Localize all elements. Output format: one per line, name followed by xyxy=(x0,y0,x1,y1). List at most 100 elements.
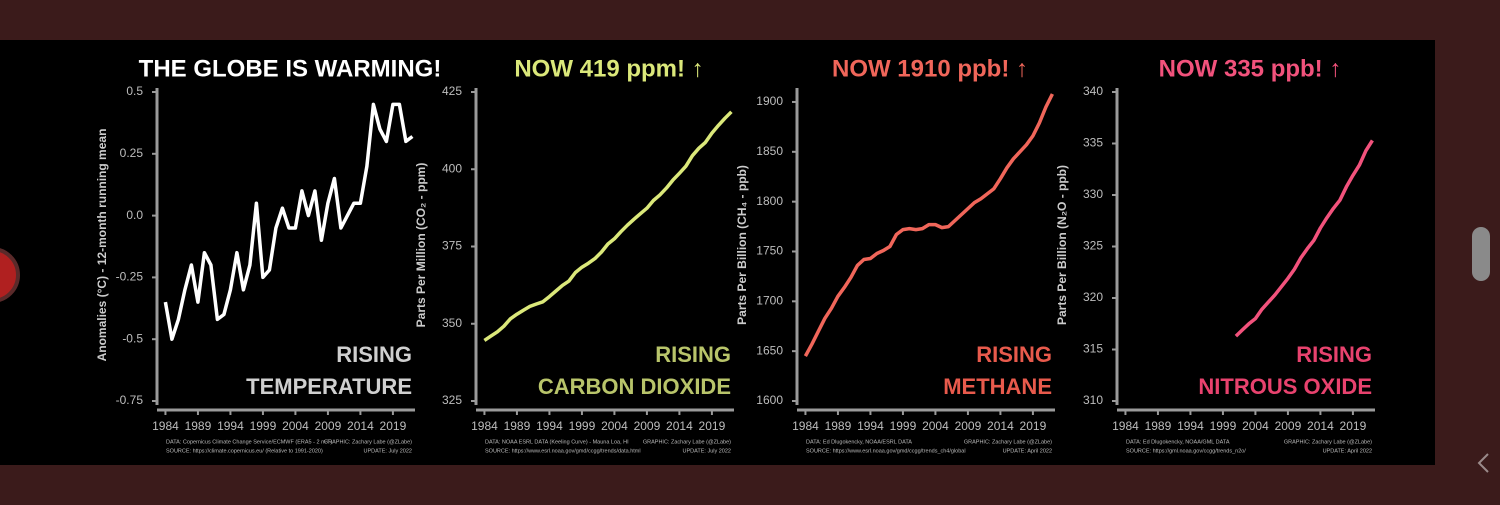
x-tick-label: 1994 xyxy=(1177,419,1204,433)
x-tick-label: 1989 xyxy=(1145,419,1172,433)
update-note: UPDATE: July 2022 xyxy=(363,448,412,454)
update-note: UPDATE: April 2022 xyxy=(1323,448,1372,454)
charts: THE GLOBE IS WARMING! Anomalies (°C) - 12… xyxy=(95,55,1375,454)
data-line xyxy=(1234,139,1374,338)
image-panel xyxy=(0,40,1435,465)
x-tick-label: 2019 xyxy=(380,419,407,433)
y-tick-label: -0.25 xyxy=(116,270,144,284)
update-note: UPDATE: April 2022 xyxy=(1003,448,1052,454)
y-tick-label: 425 xyxy=(442,84,462,98)
x-tick-label: 2009 xyxy=(1275,419,1302,433)
chart-title: THE GLOBE IS WARMING! xyxy=(139,55,442,82)
y-axis-label: Parts Per Billion (CH₄ - ppb) xyxy=(735,165,749,325)
graphic-note: GRAPHIC: Zachary Labe (@ZLabe) xyxy=(324,439,412,445)
y-tick-label: 325 xyxy=(1083,239,1103,253)
collapse-chevron[interactable] xyxy=(1477,453,1489,473)
y-tick-label: 375 xyxy=(442,239,462,253)
chart-title: NOW 335 ppb! ↑ xyxy=(1159,55,1342,82)
x-tick-label: 2019 xyxy=(1020,419,1047,433)
x-tick-label: 1984 xyxy=(792,419,819,433)
chart-title: NOW 1910 ppb! ↑ xyxy=(832,55,1028,82)
y-tick-label: 330 xyxy=(1083,187,1103,201)
x-tick-label: 2014 xyxy=(347,419,374,433)
top-bar xyxy=(0,0,1500,40)
y-axis-label: Parts Per Billion (N₂O - ppb) xyxy=(1055,165,1069,325)
x-tick-label: 2014 xyxy=(666,419,693,433)
y-tick-label: 315 xyxy=(1083,342,1103,356)
x-tick-label: 1984 xyxy=(471,419,498,433)
y-tick-label: 0.5 xyxy=(126,84,143,98)
update-note: UPDATE: July 2022 xyxy=(682,448,731,454)
annotation: CARBON DIOXIDE xyxy=(538,374,731,399)
y-tick-label: 325 xyxy=(442,393,462,407)
x-tick-label: 1989 xyxy=(185,419,212,433)
y-tick-label: 310 xyxy=(1083,393,1103,407)
source-note: SOURCE: https://gml.noaa.gov/ccgg/trends… xyxy=(1126,448,1246,454)
annotation: NITROUS OXIDE xyxy=(1198,374,1372,399)
x-tick-label: 1999 xyxy=(569,419,596,433)
x-tick-label: 1984 xyxy=(152,419,179,433)
annotation: RISING xyxy=(976,342,1052,367)
annotation: RISING xyxy=(655,342,731,367)
data-line xyxy=(483,110,733,342)
x-tick-label: 2004 xyxy=(601,419,628,433)
x-tick-label: 1994 xyxy=(536,419,563,433)
x-tick-label: 1994 xyxy=(217,419,244,433)
x-tick-label: 1999 xyxy=(890,419,917,433)
x-tick-label: 2009 xyxy=(315,419,342,433)
graphic-note: GRAPHIC: Zachary Labe (@ZLabe) xyxy=(1284,439,1372,445)
y-tick-label: 1750 xyxy=(756,244,783,258)
x-tick-label: 2004 xyxy=(282,419,309,433)
y-tick-label: 1900 xyxy=(756,94,783,108)
nav-button[interactable] xyxy=(0,248,20,302)
source-note: SOURCE: https://www.esrl.noaa.gov/gmd/cc… xyxy=(485,448,641,454)
y-tick-label: 1850 xyxy=(756,144,783,158)
x-tick-label: 1999 xyxy=(1210,419,1237,433)
y-axis-label: Parts Per Million (CO₂ - ppm) xyxy=(414,163,428,328)
annotation: TEMPERATURE xyxy=(246,374,412,399)
y-tick-label: -0.75 xyxy=(116,393,144,407)
y-tick-label: 400 xyxy=(442,161,462,175)
y-tick-label: -0.5 xyxy=(122,331,143,345)
x-tick-label: 2014 xyxy=(1307,419,1334,433)
x-tick-label: 2009 xyxy=(955,419,982,433)
y-tick-label: 340 xyxy=(1083,84,1103,98)
y-tick-label: 0.0 xyxy=(126,208,143,222)
annotation: RISING xyxy=(336,342,412,367)
data-line xyxy=(803,93,1054,357)
y-tick-label: 1800 xyxy=(756,194,783,208)
data-note: DATA: Copernicus Climate Change Service/… xyxy=(166,439,332,445)
x-tick-label: 2019 xyxy=(1340,419,1367,433)
y-tick-label: 350 xyxy=(442,316,462,330)
x-tick-label: 1989 xyxy=(825,419,852,433)
y-axis-label: Anomalies (°C) - 12-month running mean xyxy=(95,129,109,362)
x-tick-label: 1984 xyxy=(1112,419,1139,433)
annotation: RISING xyxy=(1296,342,1372,367)
scrollbar-thumb[interactable] xyxy=(1472,227,1490,281)
data-note: DATA: Ed Dlugokencky, NOAA/ESRL DATA xyxy=(806,439,912,445)
y-tick-label: 0.25 xyxy=(120,146,144,160)
y-tick-label: 1600 xyxy=(756,393,783,407)
source-note: SOURCE: https://www.esrl.noaa.gov/gmd/cc… xyxy=(806,448,966,454)
y-tick-label: 335 xyxy=(1083,136,1103,150)
x-tick-label: 2004 xyxy=(1242,419,1269,433)
x-tick-label: 1989 xyxy=(504,419,531,433)
y-tick-label: 1700 xyxy=(756,293,783,307)
x-tick-label: 2009 xyxy=(634,419,661,433)
graphic-note: GRAPHIC: Zachary Labe (@ZLabe) xyxy=(964,439,1052,445)
chart-title: NOW 419 ppm! ↑ xyxy=(514,55,703,82)
x-tick-label: 1999 xyxy=(250,419,277,433)
data-note: DATA: Ed Dlugokencky, NOAA/GML DATA xyxy=(1126,439,1230,445)
annotation: METHANE xyxy=(943,374,1052,399)
data-line xyxy=(163,102,414,341)
x-tick-label: 2014 xyxy=(987,419,1014,433)
x-tick-label: 2004 xyxy=(922,419,949,433)
source-note: SOURCE: https://climate.copernicus.eu/ (… xyxy=(166,448,323,454)
side-bar xyxy=(1435,40,1500,465)
x-tick-label: 2019 xyxy=(699,419,726,433)
y-tick-label: 320 xyxy=(1083,290,1103,304)
data-note: DATA: NOAA ESRL DATA (Keeling Curve) - M… xyxy=(485,439,629,445)
graphic-note: GRAPHIC: Zachary Labe (@ZLabe) xyxy=(643,439,731,445)
x-tick-label: 1994 xyxy=(857,419,884,433)
